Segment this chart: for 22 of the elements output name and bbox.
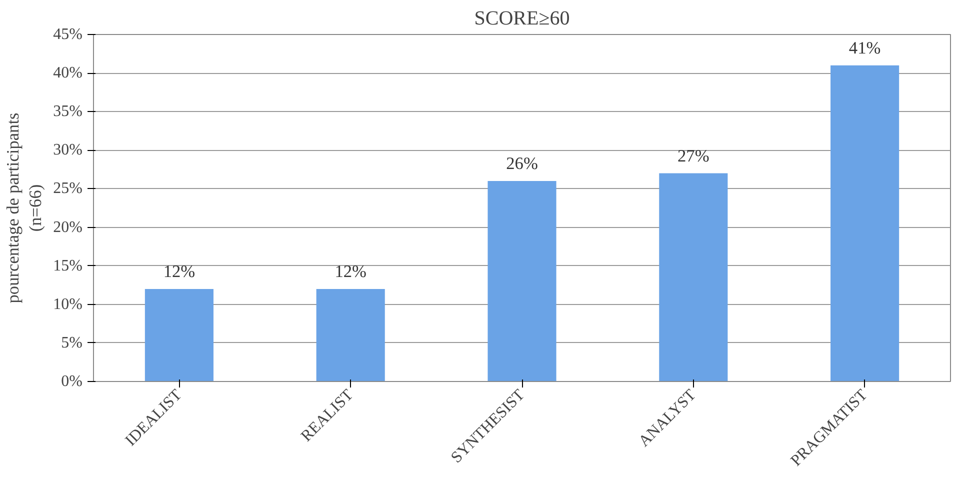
- y-tick-label: 45%: [53, 26, 82, 43]
- y-axis-title: pourcentage de participants (n=66): [3, 112, 46, 304]
- y-tick-label: 0%: [61, 373, 82, 390]
- y-tick-label: 40%: [53, 64, 82, 82]
- y-tick-label: 30%: [53, 142, 82, 159]
- bar: [316, 288, 385, 382]
- y-tick-label: 20%: [53, 218, 82, 236]
- bar: [144, 288, 214, 382]
- bar: [488, 181, 556, 382]
- y-tick-label: 15%: [53, 257, 82, 274]
- data-label: 41%: [848, 38, 881, 58]
- data-label: 12%: [163, 262, 196, 281]
- bar: [830, 65, 900, 382]
- bar: [659, 173, 728, 382]
- data-label: 27%: [678, 146, 710, 166]
- y-tick-label: 25%: [53, 180, 82, 198]
- y-tick-label: 5%: [61, 334, 82, 352]
- data-label: 26%: [506, 154, 538, 174]
- y-tick-label: 35%: [53, 103, 82, 120]
- y-tick-label: 10%: [53, 296, 82, 313]
- chart-title: SCORE≥60: [474, 8, 570, 30]
- data-label: 12%: [334, 262, 366, 281]
